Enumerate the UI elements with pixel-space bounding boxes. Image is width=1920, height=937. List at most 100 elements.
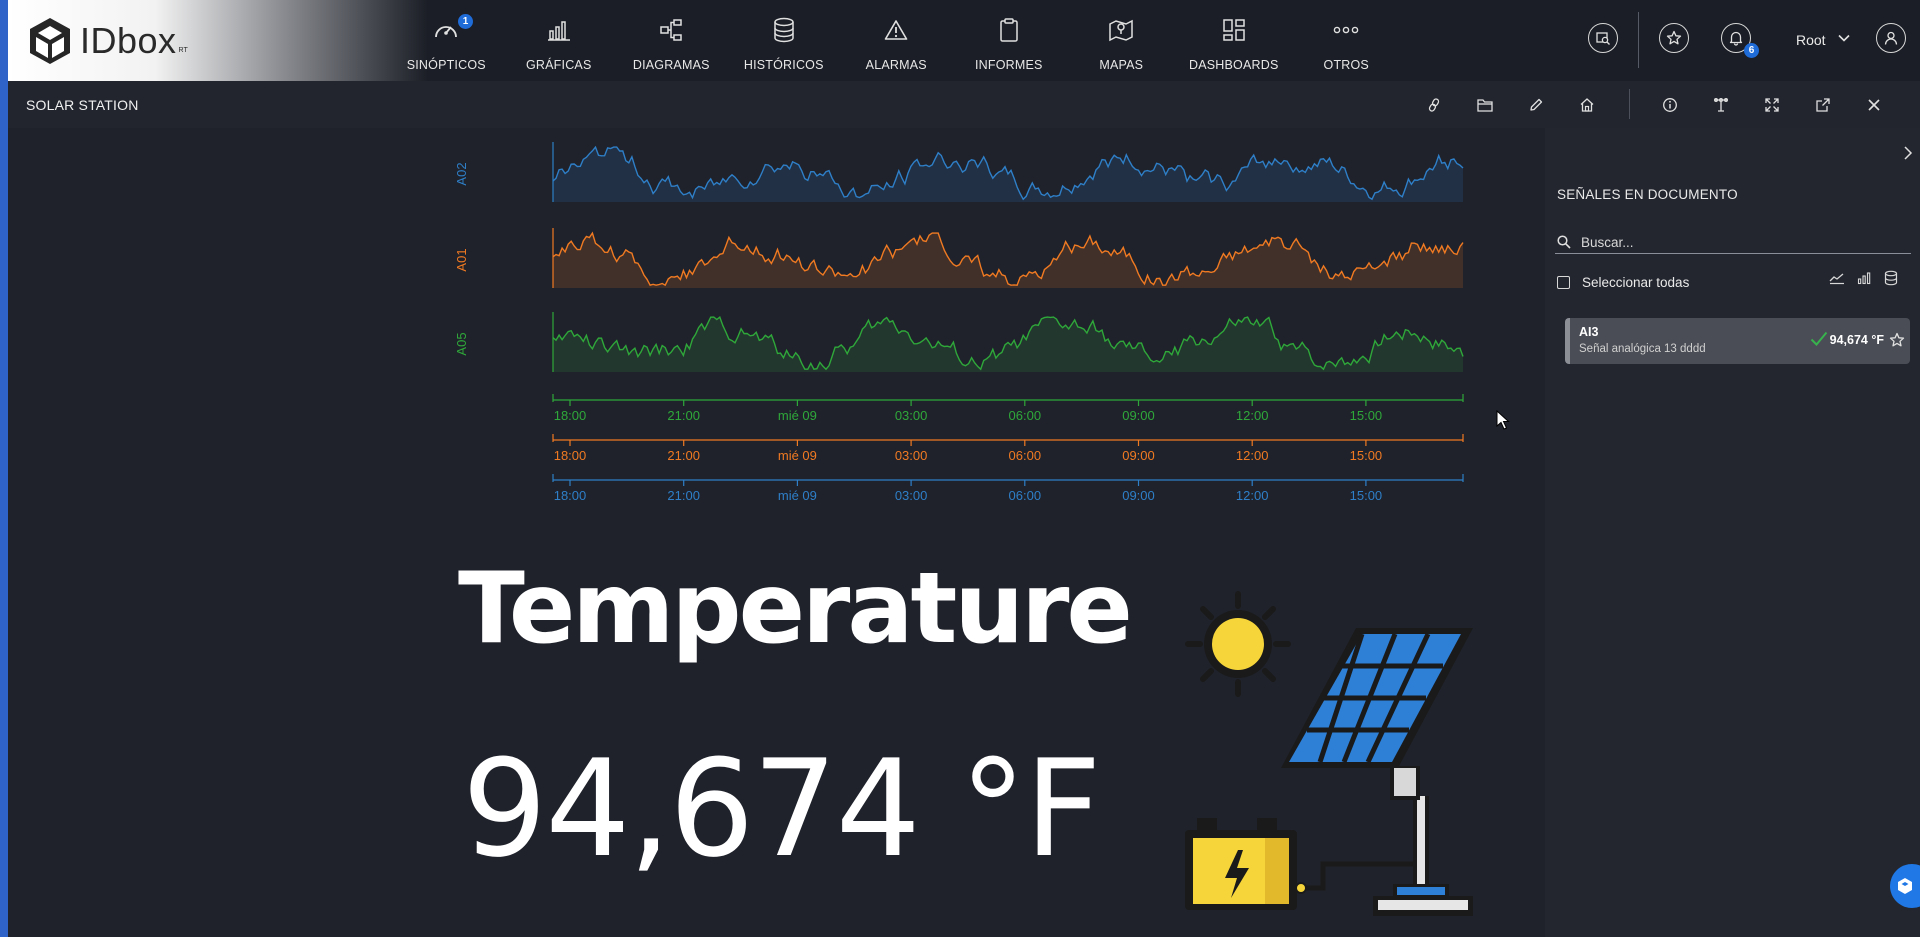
warning-icon (882, 16, 910, 44)
dashboard-grid-icon (1220, 16, 1248, 44)
hierarchy-icon (657, 16, 685, 44)
link-icon (1428, 98, 1440, 112)
time-tick-label: 12:00 (1236, 448, 1269, 463)
signals-button[interactable] (1709, 93, 1733, 117)
synoptic-canvas: A02 A01 A05 18:00 21:00 mié 09 03:00 06:00 09:00… (8, 128, 1545, 937)
nav-dashboards[interactable]: DASHBOARDS (1178, 0, 1291, 81)
header-divider (1638, 12, 1639, 68)
signal-item[interactable]: AI3 Señal analógica 13 dddd 94,674 °F (1565, 318, 1910, 364)
nav-historicos[interactable]: HISTÓRICOS (728, 0, 841, 81)
nav-label: SINÓPTICOS (406, 58, 486, 72)
signal-name: AI3 (1579, 325, 1599, 339)
nav-label: DASHBOARDS (1188, 58, 1279, 72)
info-button[interactable] (1658, 93, 1682, 117)
time-tick-label: 06:00 (1009, 448, 1042, 463)
series-label-a01: A01 (454, 248, 469, 271)
nav-mapas[interactable]: MAPAS (1065, 0, 1178, 81)
mouse-cursor-icon (1496, 410, 1510, 430)
nav-label: MAPAS (1099, 58, 1144, 72)
time-tick-label: 18:00 (554, 408, 587, 423)
nav-label: ALARMAS (865, 58, 927, 72)
search-icon (1557, 235, 1571, 249)
nav-label: DIAGRAMAS (632, 58, 710, 72)
expand-icon (1765, 98, 1779, 112)
notifications-button[interactable] (1721, 23, 1751, 53)
user-avatar-button[interactable] (1876, 23, 1906, 53)
collapse-panel-icon[interactable] (1903, 146, 1913, 165)
assistant-fab-button[interactable] (1890, 864, 1920, 908)
fullscreen-button[interactable] (1760, 93, 1784, 117)
idbox-logo[interactable]: IDbox RT (26, 16, 188, 66)
series-area-a01 (553, 233, 1463, 288)
nav-alarmas[interactable]: ALARMAS (840, 0, 953, 81)
close-icon (1868, 99, 1880, 111)
time-tick-label: mié 09 (778, 448, 817, 463)
left-accent-bar (0, 0, 8, 937)
nav-label: OTROS (1323, 58, 1369, 72)
time-tick-label: 18:00 (554, 448, 587, 463)
logo-area: IDbox RT (8, 0, 428, 81)
signal-value: 94,674 °F (1829, 333, 1884, 347)
series-line-a02 (552, 145, 1464, 201)
trend-view-icon[interactable] (1829, 271, 1845, 290)
time-tick-label: 09:00 (1122, 408, 1155, 423)
time-tick-label: 06:00 (1009, 488, 1042, 503)
time-tick-label: 12:00 (1236, 408, 1269, 423)
check-status-icon (1810, 331, 1828, 346)
select-all-checkbox[interactable]: Seleccionar todas (1557, 275, 1689, 290)
home-button[interactable] (1575, 93, 1599, 117)
series-line-a01 (552, 231, 1464, 287)
time-tick-label: 18:00 (554, 488, 587, 503)
idbox-cube-icon (30, 18, 70, 64)
link-button[interactable] (1422, 93, 1446, 117)
bar-view-icon[interactable] (1857, 271, 1871, 290)
more-dots-icon (1332, 16, 1360, 44)
time-tick-label: 03:00 (895, 408, 928, 423)
antenna-icon (1714, 98, 1729, 112)
folder-button[interactable] (1473, 93, 1497, 117)
open-external-button[interactable] (1811, 93, 1835, 117)
series-line-a05 (552, 315, 1464, 371)
toolbar-divider (1629, 89, 1630, 119)
cube-icon (1898, 878, 1912, 894)
display-value: 94,674 °F (462, 731, 1102, 887)
map-search-icon (1596, 32, 1610, 45)
favorite-star-icon[interactable] (1889, 332, 1905, 348)
time-tick-label: 03:00 (895, 448, 928, 463)
time-tick-label: 21:00 (667, 448, 700, 463)
favorites-button[interactable] (1659, 23, 1689, 53)
user-icon (1884, 31, 1898, 45)
nav-sinopticos[interactable]: 1 SINÓPTICOS (390, 0, 503, 81)
database-view-icon[interactable] (1884, 270, 1898, 291)
nav-graficas[interactable]: GRÁFICAS (503, 0, 616, 81)
top-navigation-bar: IDbox RT 1 SINÓPTICOS GRÁFICAS (8, 0, 1920, 81)
bar-chart-icon (545, 16, 573, 44)
checkbox[interactable] (1557, 276, 1570, 289)
star-icon (1666, 30, 1682, 45)
database-icon (770, 16, 798, 44)
close-button[interactable] (1862, 93, 1886, 117)
nav-informes[interactable]: INFORMES (953, 0, 1066, 81)
signals-panel: SEÑALES EN DOCUMENTO Seleccionar todas A… (1545, 128, 1920, 937)
nav-otros[interactable]: OTROS (1290, 0, 1403, 81)
time-tick-label: mié 09 (778, 488, 817, 503)
edit-button[interactable] (1524, 93, 1548, 117)
nav-diagramas[interactable]: DIAGRAMAS (615, 0, 728, 81)
time-tick-label: 21:00 (667, 488, 700, 503)
series-area-a05 (553, 317, 1463, 372)
main-nav: 1 SINÓPTICOS GRÁFICAS DIAGRAMAS HISTÓRI (390, 0, 1403, 81)
search-document-button[interactable] (1588, 23, 1618, 53)
time-tick-label: 06:00 (1009, 408, 1042, 423)
sinopticos-badge: 1 (458, 14, 473, 29)
solar-panel-illustration (1185, 591, 1473, 916)
bell-icon (1729, 31, 1743, 46)
user-name[interactable]: Root (1796, 32, 1826, 48)
search-input[interactable] (1581, 232, 1901, 252)
chevron-down-icon[interactable] (1837, 31, 1851, 50)
time-tick-label: 09:00 (1122, 448, 1155, 463)
time-tick-label: 15:00 (1350, 448, 1383, 463)
select-all-label: Seleccionar todas (1582, 275, 1690, 290)
series-label-a05: A05 (454, 332, 469, 355)
document-title: SOLAR STATION (26, 97, 139, 113)
